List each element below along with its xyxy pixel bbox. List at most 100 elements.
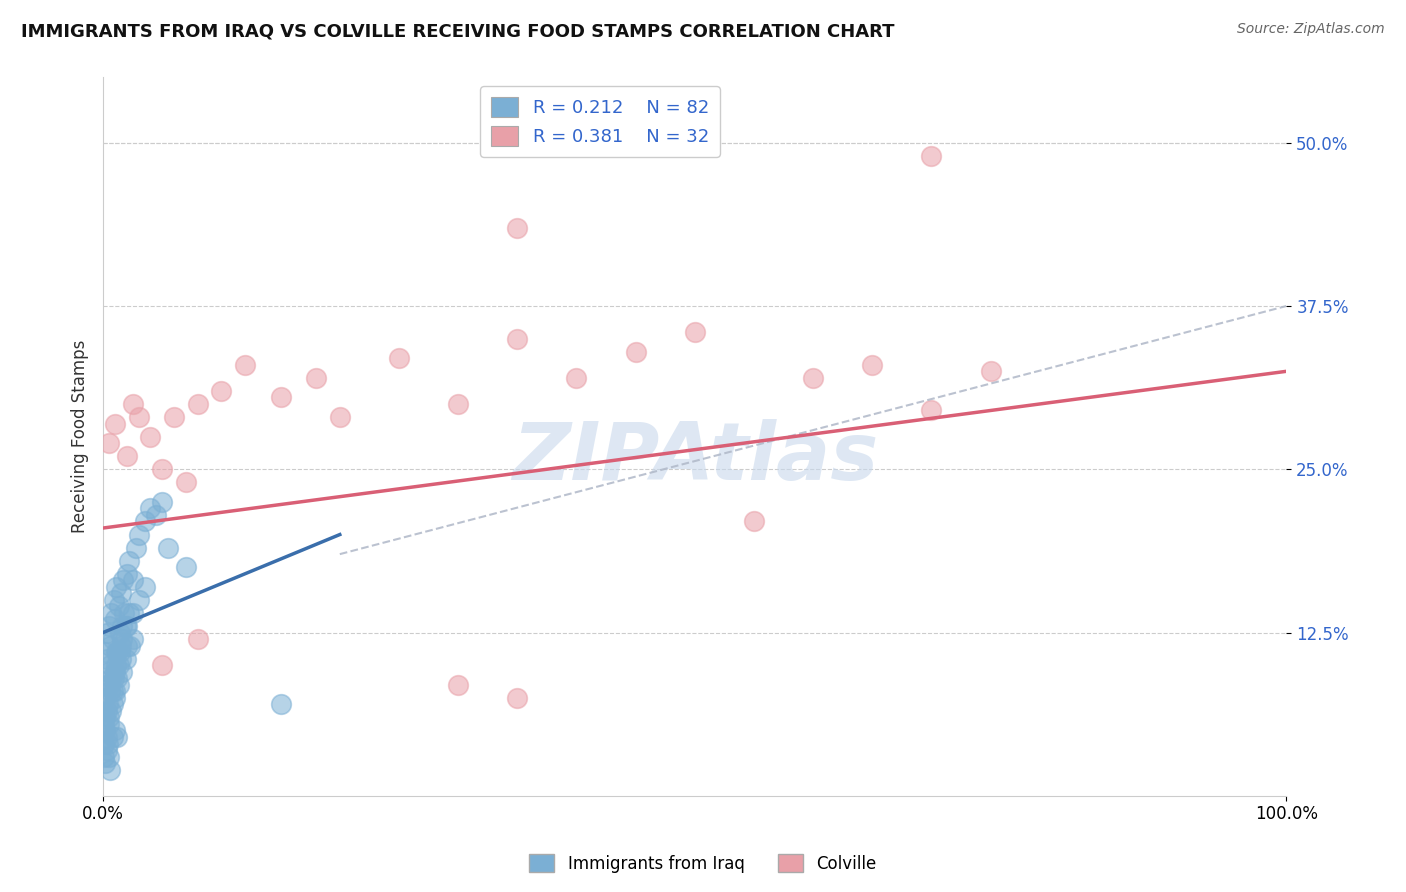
Point [97,665,120,679]
Point [93,678,115,692]
Point [125,541,148,555]
Point [187,632,209,646]
Point [104,665,127,679]
Point [121,632,143,646]
Point [624,344,647,359]
Point [115,566,138,581]
Point [447,397,470,411]
Point [100,606,122,620]
Point [105,671,128,685]
Legend: R = 0.212    N = 82, R = 0.381    N = 32: R = 0.212 N = 82, R = 0.381 N = 32 [481,87,720,157]
Point [121,606,143,620]
Point [270,391,292,405]
Point [112,606,135,620]
Legend: Immigrants from Iraq, Colville: Immigrants from Iraq, Colville [523,847,883,880]
Point [104,690,127,705]
Point [388,351,411,366]
Text: Source: ZipAtlas.com: Source: ZipAtlas.com [1237,22,1385,37]
Point [98,763,121,777]
Point [108,645,131,659]
Point [112,574,135,588]
Point [94,690,117,705]
Point [108,625,131,640]
Point [163,409,186,424]
Point [98,639,121,653]
Point [118,554,141,568]
Point [101,632,124,646]
Point [105,645,128,659]
Point [150,495,173,509]
Point [565,371,588,385]
Point [96,704,118,718]
Point [980,364,1002,378]
Point [114,651,136,665]
Point [104,684,127,698]
Point [104,723,127,738]
Point [447,678,470,692]
Point [105,580,128,594]
Point [233,358,256,372]
Point [93,749,115,764]
Point [98,678,121,692]
Point [115,619,138,633]
Point [134,580,156,594]
Point [174,560,197,574]
Point [742,515,765,529]
Point [100,704,122,718]
Point [860,358,883,372]
Point [121,574,143,588]
Point [104,417,127,431]
Point [920,403,942,417]
Point [111,632,134,646]
Point [920,149,942,163]
Point [103,592,125,607]
Point [101,730,124,744]
Point [506,332,529,346]
Point [150,658,173,673]
Point [103,671,125,685]
Point [305,371,328,385]
Point [111,619,134,633]
Point [115,639,138,653]
Point [96,625,118,640]
Point [139,501,162,516]
Point [506,690,529,705]
Point [801,371,824,385]
Point [100,671,122,685]
Point [118,606,141,620]
Y-axis label: Receiving Food Stamps: Receiving Food Stamps [72,340,89,533]
Point [128,527,150,541]
Point [110,586,132,600]
Point [683,325,706,339]
Point [94,645,117,659]
Point [114,619,136,633]
Point [98,684,121,698]
Point [98,436,121,450]
Point [96,743,118,757]
Point [107,658,129,673]
Point [101,698,124,712]
Point [110,639,132,653]
Point [94,710,117,724]
Point [120,639,142,653]
Point [98,710,121,724]
Point [211,384,233,398]
Point [115,449,138,463]
Point [128,592,150,607]
Point [94,723,117,738]
Text: ZIPAtlas: ZIPAtlas [512,419,877,497]
Point [157,541,180,555]
Point [107,678,129,692]
Point [97,737,120,751]
Point [329,409,352,424]
Point [101,684,124,698]
Point [105,730,128,744]
Point [110,651,132,665]
Point [96,730,118,744]
Point [174,475,197,490]
Point [187,397,209,411]
Point [105,645,128,659]
Point [98,749,121,764]
Point [150,462,173,476]
Point [104,612,127,626]
